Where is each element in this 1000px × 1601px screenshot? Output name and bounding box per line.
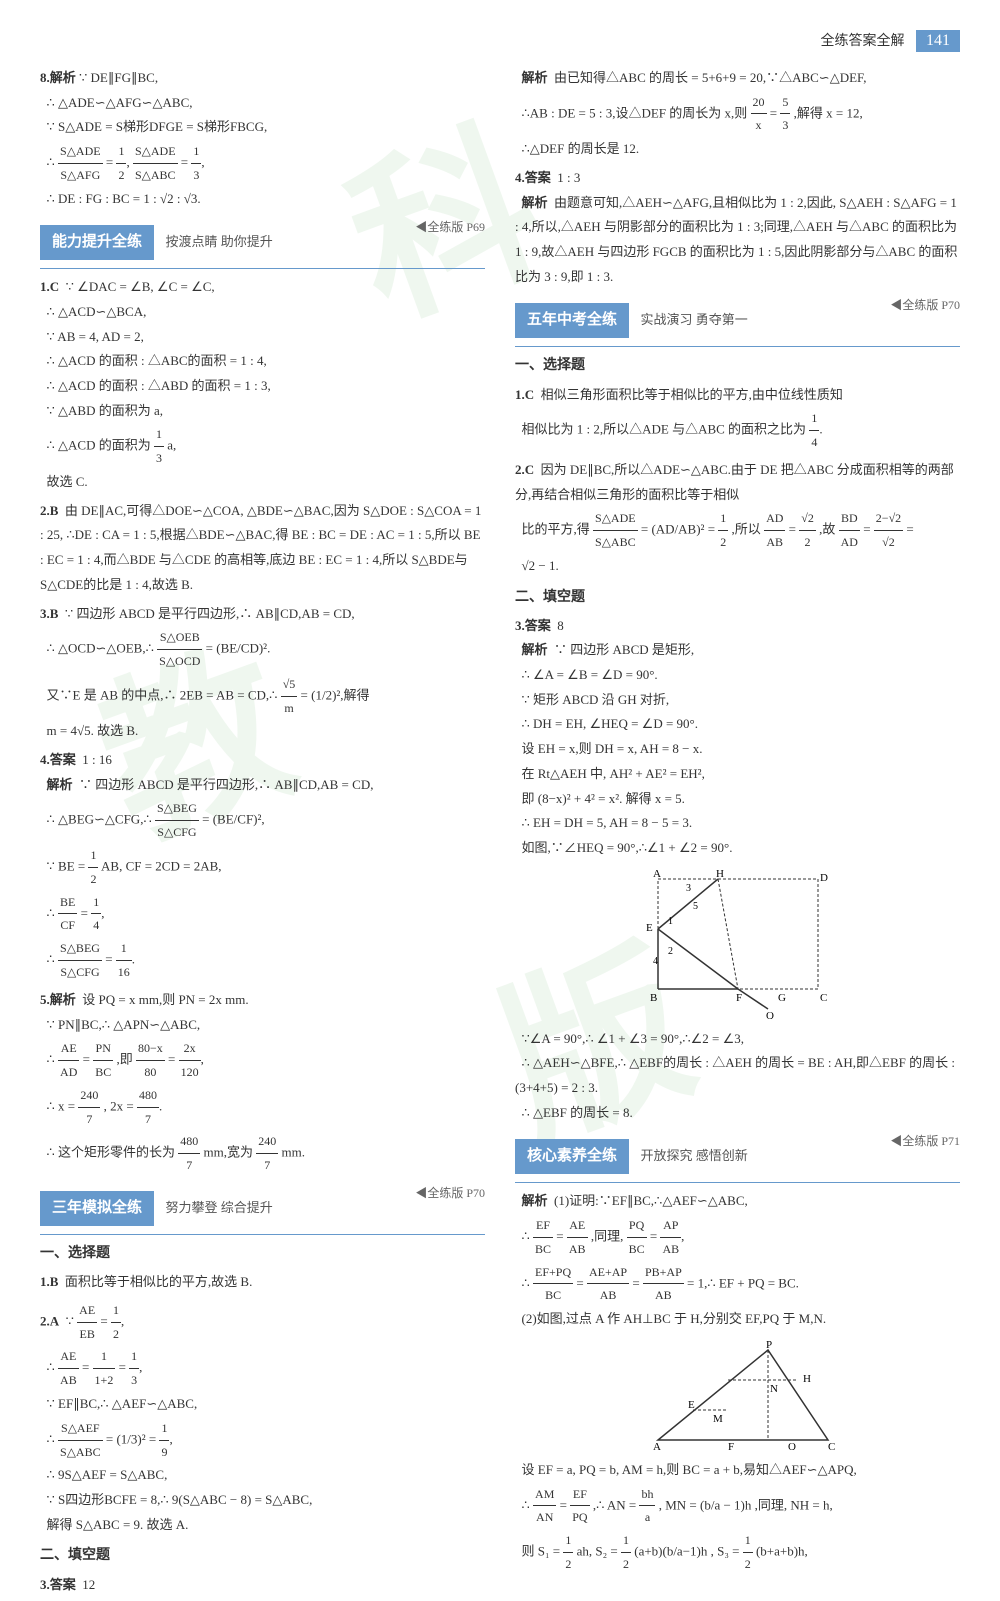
- svg-text:Q: Q: [766, 1010, 774, 1019]
- text: ∵ DE∥FG∥BC,: [79, 70, 158, 85]
- svg-text:3: 3: [686, 883, 691, 894]
- right-column: 解析 由已知得△ABC 的周长 = 5+6+9 = 20,∵△ABC∽△DEF,…: [515, 62, 960, 1601]
- geometry-diagram-1: A H D E B F G C Q 3 1 2 5 4: [638, 869, 838, 1019]
- section-5year: 五年中考全练 实战演习 勇夺第一 ◀全练版 P70: [515, 295, 960, 347]
- s2-item-3: 3.答案 12: [40, 1573, 485, 1598]
- left-column: 8.解析 ∵ DE∥FG∥BC, ∴ △ADE∽△AFG∽△ABC, ∵ S△A…: [40, 62, 485, 1601]
- svg-text:G: G: [778, 992, 786, 1004]
- svg-text:D: D: [820, 872, 828, 884]
- item-label: 1.C: [40, 279, 59, 294]
- s1-item-4: 4.答案 1 : 16 解析 ∵ 四边形 ABCD 是平行四边形,∴ AB∥CD…: [40, 748, 485, 984]
- subtitle-fill: 二、填空题: [515, 585, 960, 610]
- svg-text:C: C: [820, 992, 827, 1004]
- svg-text:P: P: [766, 1340, 772, 1351]
- s4-item: 解析 (1)证明:∵EF∥BC,∴△AEF∽△ABC, ∴ EFBC = AEA…: [515, 1189, 960, 1332]
- svg-text:2: 2: [668, 946, 673, 957]
- text: ∴ △ADE∽△AFG∽△ABC,: [47, 95, 193, 110]
- section-subtitle: 实战演习 勇夺第一: [641, 308, 748, 331]
- s2-item-1: 1.B 面积比等于相似比的平方,故选 B.: [40, 1270, 485, 1295]
- svg-text:B: B: [650, 992, 657, 1004]
- svg-text:N: N: [770, 1383, 778, 1395]
- item-8: 8.解析 ∵ DE∥FG∥BC, ∴ △ADE∽△AFG∽△ABC, ∵ S△A…: [40, 66, 485, 211]
- item-label: 5.解析: [40, 992, 76, 1007]
- s3-item-1: 1.C 相似三角形面积比等于相似比的平方,由中位线性质知 相似比为 1 : 2,…: [515, 383, 960, 454]
- s4-item-cont: 设 EF = a, PQ = b, AM = h,则 BC = a + b,易知…: [515, 1458, 960, 1576]
- page-ref: ◀全练版 P70: [415, 1183, 485, 1205]
- s1-item-5: 5.解析 设 PQ = x mm,则 PN = 2x mm. ∵ PN∥BC,∴…: [40, 988, 485, 1177]
- s1-item-2: 2.B 由 DE∥AC,可得△DOE∽△COA, △BDE∽△BAC,因为 S△…: [40, 499, 485, 598]
- svg-text:5: 5: [693, 901, 698, 912]
- svg-text:A: A: [653, 869, 661, 880]
- section-subtitle: 努力攀登 综合提升: [166, 1196, 273, 1219]
- section-ability: 能力提升全练 按渡点睛 助你提升 ◀全练版 P69: [40, 217, 485, 269]
- section-title: 三年模拟全练: [40, 1191, 154, 1226]
- page-ref: ◀全练版 P70: [890, 295, 960, 317]
- item-label: 2.B: [40, 503, 58, 518]
- section-subtitle: 开放探究 感悟创新: [641, 1144, 748, 1167]
- page-ref: ◀全练版 P71: [890, 1131, 960, 1153]
- s3-item-2: 2.C 因为 DE∥BC,所以△ADE∽△ABC.由于 DE 把△ABC 分成面…: [515, 458, 960, 579]
- svg-text:A: A: [653, 1441, 661, 1450]
- subtitle-choice: 一、选择题: [515, 353, 960, 378]
- svg-text:4: 4: [653, 956, 658, 967]
- text: ∴ DE : FG : BC = 1 : √2 : √3.: [47, 191, 201, 206]
- section-title: 核心素养全练: [515, 1139, 629, 1174]
- page-number: 141: [916, 30, 960, 52]
- s2-item-2: 2.A ∵ AEEB = 12, ∴ AEAB = 11+2 = 13, ∵ E…: [40, 1299, 485, 1538]
- item-label: 8.解析: [40, 70, 76, 85]
- subtitle-choice: 一、选择题: [40, 1241, 485, 1266]
- svg-text:M: M: [713, 1413, 723, 1425]
- section-title: 能力提升全练: [40, 225, 154, 260]
- item-label: 3.B: [40, 606, 58, 621]
- svg-text:Q: Q: [788, 1441, 796, 1450]
- item-label: 4.答案: [40, 752, 76, 767]
- text: ∵ S△ADE = S梯形DFGE = S梯形FBCG,: [47, 119, 268, 134]
- svg-text:C: C: [828, 1441, 835, 1450]
- geometry-diagram-2: A E F P Q C M N H: [628, 1340, 848, 1450]
- s3-item-3-cont: ∵∠A = 90°,∴ ∠1 + ∠3 = 90°,∴∠2 = ∠3, ∴ △A…: [515, 1027, 960, 1126]
- s1-item-1: 1.C ∵ ∠DAC = ∠B, ∠C = ∠C, ∴ △ACD∽△BCA, ∵…: [40, 275, 485, 494]
- section-subtitle: 按渡点睛 助你提升: [166, 230, 273, 253]
- section-title: 五年中考全练: [515, 303, 629, 338]
- svg-text:E: E: [688, 1399, 695, 1411]
- header-title: 全练答案全解: [821, 34, 905, 49]
- section-core: 核心素养全练 开放探究 感悟创新 ◀全练版 P71: [515, 1131, 960, 1183]
- svg-text:H: H: [803, 1373, 811, 1385]
- s3-item-3: 3.答案 8 解析 ∵ 四边形 ABCD 是矩形, ∴ ∠A = ∠B = ∠D…: [515, 614, 960, 861]
- page-header: 全练答案全解 141: [40, 30, 960, 52]
- svg-text:F: F: [728, 1441, 734, 1450]
- page-ref: ◀全练版 P69: [415, 217, 485, 239]
- section-3year: 三年模拟全练 努力攀登 综合提升 ◀全练版 P70: [40, 1183, 485, 1235]
- s1-item-3: 3.B ∵ 四边形 ABCD 是平行四边形,∴ AB∥CD,AB = CD, ∴…: [40, 602, 485, 745]
- subtitle-fill: 二、填空题: [40, 1543, 485, 1568]
- r-item-top: 解析 由已知得△ABC 的周长 = 5+6+9 = 20,∵△ABC∽△DEF,…: [515, 66, 960, 162]
- svg-text:F: F: [736, 992, 742, 1004]
- svg-text:E: E: [646, 922, 653, 934]
- r-item-4: 4.答案 1 : 3 解析 由题意可知,△AEH∽△AFG,且相似比为 1 : …: [515, 166, 960, 289]
- svg-text:1: 1: [668, 916, 673, 927]
- svg-text:H: H: [716, 869, 724, 880]
